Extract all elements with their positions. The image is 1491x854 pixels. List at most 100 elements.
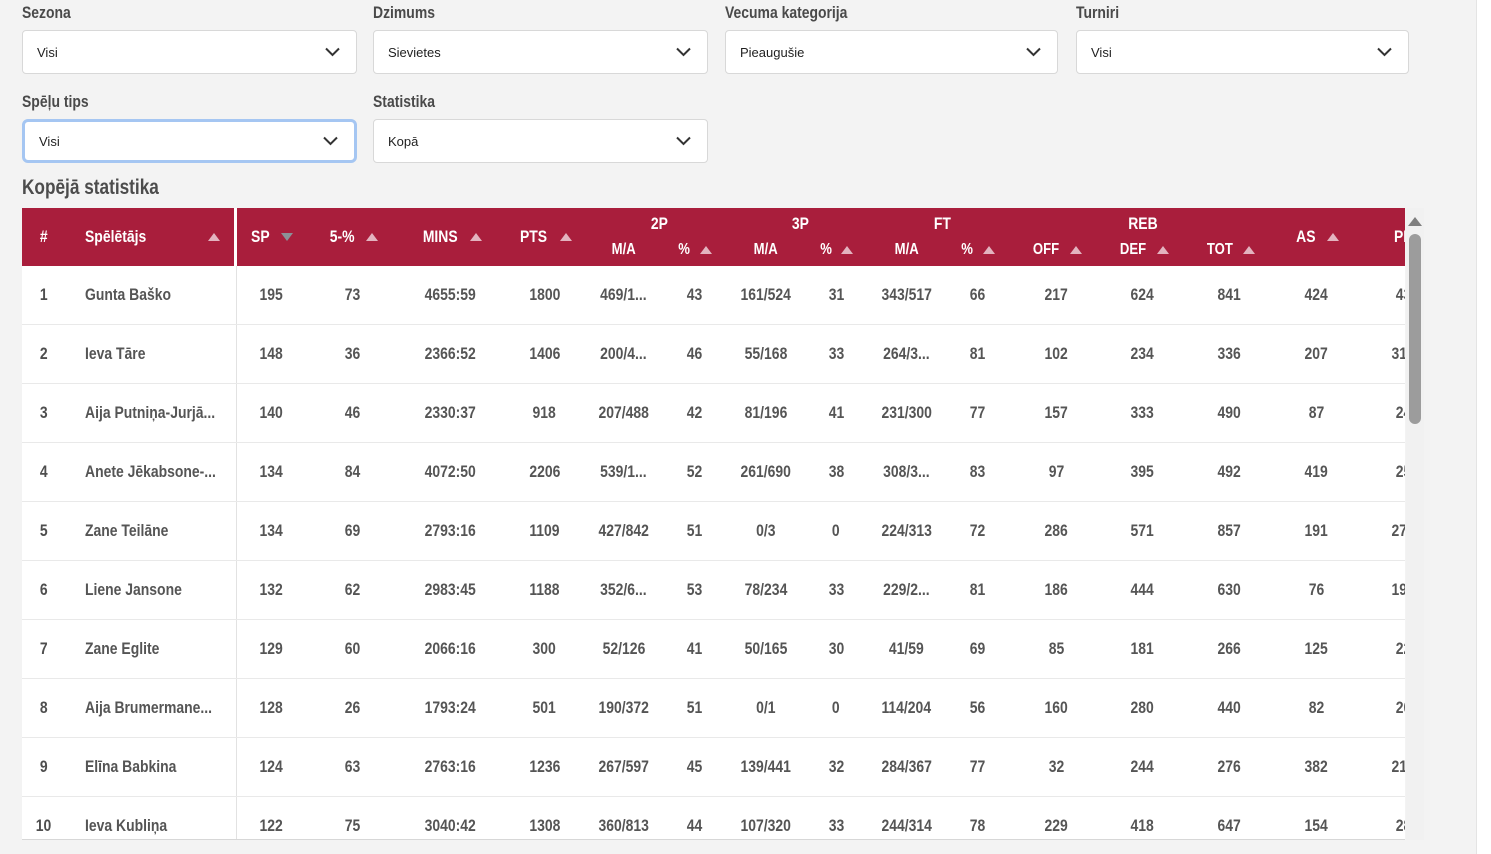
- cell-pf: 192: [1391, 580, 1405, 599]
- filter-vecuma-select[interactable]: Pieaugušie: [725, 30, 1058, 74]
- filter-spelu-tips-label: Spēļu tips: [22, 92, 89, 111]
- col-header-rank: #: [39, 227, 48, 246]
- col-header-5pct[interactable]: 5-%: [305, 208, 400, 266]
- cell-rank: 3: [39, 403, 48, 422]
- col-header-ft-ma: M/A: [894, 241, 919, 258]
- scrollbar-thumb[interactable]: [1409, 234, 1421, 424]
- cell-2p-pct: 43: [686, 285, 703, 304]
- cell-rank: 10: [35, 816, 52, 835]
- cell-mins: 1793:24: [424, 698, 477, 717]
- col-group-2p: 2P M/A %: [588, 208, 730, 266]
- filter-statistika-label: Statistika: [373, 92, 435, 111]
- cell-mins: 2763:16: [424, 757, 477, 776]
- cell-3p-ma: 107/320: [740, 816, 791, 835]
- cell-player[interactable]: Ieva Tāre: [65, 325, 237, 383]
- sort-up-icon: [699, 246, 712, 254]
- cell-2p-ma: 539/1...: [600, 462, 647, 481]
- sort-up-icon: [982, 246, 995, 254]
- browser-scrollbar-track[interactable]: [1476, 0, 1491, 854]
- cell-off: 186: [1044, 580, 1068, 599]
- filter-dzimums-select[interactable]: Sievietes: [373, 30, 708, 74]
- cell-tot: 492: [1217, 462, 1242, 481]
- cell-off: 217: [1044, 285, 1068, 304]
- col-header-pf[interactable]: PF: [1394, 227, 1405, 246]
- cell-5pct: 69: [344, 521, 361, 540]
- col-header-tot[interactable]: TOT: [1186, 234, 1273, 266]
- sort-up-icon: [841, 246, 854, 254]
- cell-mins: 2366:52: [424, 344, 477, 363]
- cell-5pct: 73: [344, 285, 361, 304]
- cell-sp: 129: [259, 639, 283, 658]
- col-header-def[interactable]: DEF: [1099, 234, 1186, 266]
- cell-3p-ma: 139/441: [740, 757, 791, 776]
- cell-2p-ma: 469/1...: [600, 285, 647, 304]
- cell-player[interactable]: Ieva Kubliņa: [65, 797, 237, 839]
- table-header-row: # Spēlētājs SP 5-% MINS P: [22, 208, 1405, 266]
- cell-2p-pct: 44: [686, 816, 703, 835]
- cell-sp: 148: [259, 344, 283, 363]
- cell-def: 418: [1130, 816, 1155, 835]
- col-header-mins[interactable]: MINS: [400, 208, 501, 266]
- cell-3p-pct: 33: [828, 344, 844, 363]
- chevron-down-icon: [1377, 47, 1392, 57]
- cell-off: 102: [1044, 344, 1068, 363]
- table-row: 8 Aija Brumermane... 128 26 1793:24 501 …: [22, 679, 1405, 738]
- cell-player[interactable]: Zane Teilāne: [65, 502, 237, 560]
- filter-dzimums: Dzimums Sievietes: [373, 3, 708, 74]
- cell-player[interactable]: Liene Jansone: [65, 561, 237, 619]
- filter-statistika-select[interactable]: Kopā: [373, 119, 708, 163]
- col-header-pts[interactable]: PTS: [501, 208, 588, 266]
- cell-as: 191: [1304, 521, 1329, 540]
- cell-sp: 122: [259, 816, 283, 835]
- cell-rank: 7: [39, 639, 48, 658]
- col-header-2p-ma: M/A: [611, 241, 636, 258]
- col-header-player[interactable]: Spēlētājs: [65, 208, 237, 266]
- cell-3p-pct: 30: [828, 639, 844, 658]
- cell-pts: 1406: [528, 344, 561, 363]
- cell-def: 280: [1130, 698, 1155, 717]
- cell-3p-pct: 0: [832, 698, 840, 717]
- cell-off: 32: [1048, 757, 1064, 776]
- scrollbar-up-button[interactable]: [1406, 212, 1424, 230]
- cell-ft-pct: 77: [969, 403, 986, 422]
- cell-2p-ma: 190/372: [598, 698, 649, 717]
- cell-def: 571: [1130, 521, 1155, 540]
- col-header-2p-pct[interactable]: %: [659, 234, 730, 266]
- filter-sezona-select[interactable]: Visi: [22, 30, 357, 74]
- sort-up-icon: [366, 233, 379, 241]
- group-label-reb: REB: [1128, 214, 1158, 233]
- cell-player[interactable]: Zane Eglite: [65, 620, 237, 678]
- cell-2p-ma: 52/126: [602, 639, 645, 658]
- col-header-3p-pct[interactable]: %: [801, 234, 871, 266]
- cell-pf: 310: [1391, 344, 1405, 363]
- cell-2p-pct: 41: [686, 639, 703, 658]
- col-header-ft-pct[interactable]: %: [942, 234, 1013, 266]
- cell-sp: 124: [259, 757, 283, 776]
- table-row: 4 Anete Jēkabsone-... 134 84 4072:50 220…: [22, 443, 1405, 502]
- cell-rank: 1: [39, 285, 48, 304]
- cell-player[interactable]: Aija Putniņa-Jurjā...: [65, 384, 237, 442]
- cell-ft-ma: 41/59: [889, 639, 924, 658]
- cell-3p-ma: 261/690: [740, 462, 791, 481]
- col-header-sp[interactable]: SP: [237, 208, 305, 266]
- cell-rank: 2: [39, 344, 48, 363]
- cell-player[interactable]: Aija Brumermane...: [65, 679, 237, 737]
- cell-player[interactable]: Anete Jēkabsone-...: [65, 443, 237, 501]
- col-header-as[interactable]: AS: [1273, 208, 1360, 266]
- cell-as: 207: [1304, 344, 1329, 363]
- cell-3p-pct: 38: [828, 462, 844, 481]
- table-scrollbar[interactable]: [1406, 208, 1424, 840]
- cell-player[interactable]: Elīna Babkina: [65, 738, 237, 796]
- cell-player[interactable]: Gunta Baško: [65, 266, 237, 324]
- table-row: 7 Zane Eglite 129 60 2066:16 300 52/126 …: [22, 620, 1405, 679]
- chevron-down-icon: [325, 47, 340, 57]
- cell-5pct: 36: [344, 344, 361, 363]
- cell-sp: 195: [259, 285, 283, 304]
- filter-vecuma-label: Vecuma kategorija: [725, 3, 848, 22]
- cell-3p-ma: 50/165: [744, 639, 787, 658]
- chevron-down-icon: [323, 136, 338, 146]
- cell-def: 181: [1130, 639, 1155, 658]
- col-header-off[interactable]: OFF: [1013, 234, 1099, 266]
- filter-turniri-select[interactable]: Visi: [1076, 30, 1409, 74]
- filter-spelu-tips-select[interactable]: Visi: [22, 119, 357, 163]
